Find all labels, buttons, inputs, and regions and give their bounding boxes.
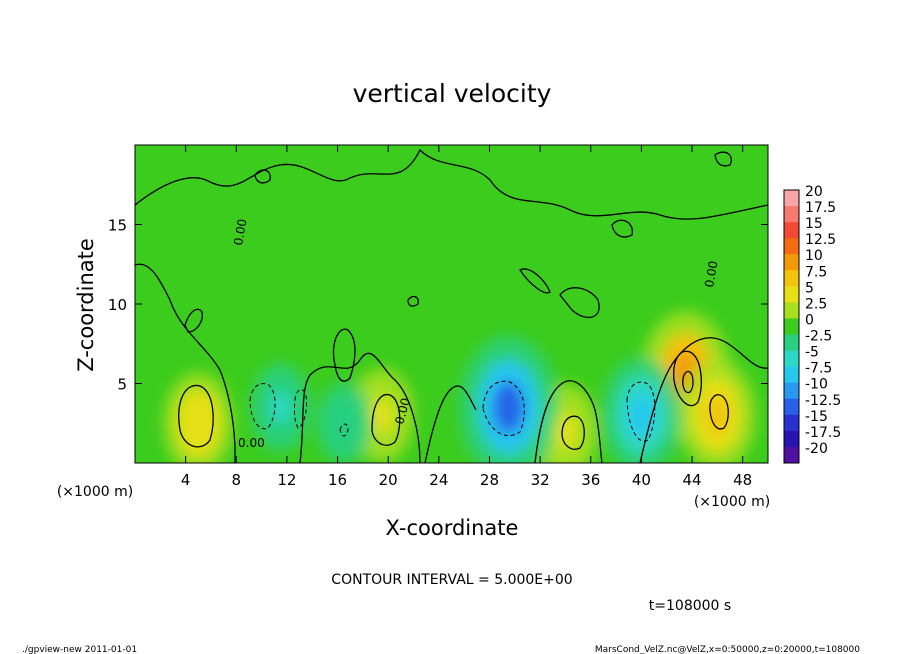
field-core xyxy=(555,413,576,449)
contour-label: 0.00 xyxy=(702,260,720,289)
colorbar-swatch xyxy=(784,366,799,384)
colorbar-swatch xyxy=(784,446,799,464)
footer-right: MarsCond_VelZ.nc@VelZ,x=0:50000,z=0:2000… xyxy=(595,645,860,654)
y-tick-label: 10 xyxy=(108,296,127,314)
colorbar-label: -10 xyxy=(805,377,828,393)
colorbar-label: 7.5 xyxy=(805,264,827,280)
field-core xyxy=(493,381,524,434)
footer-left: ./gpview-new 2011-01-01 xyxy=(22,645,137,654)
field-core xyxy=(705,394,730,436)
colorbar-label: 17.5 xyxy=(805,200,836,216)
contour-interval-text: CONTOUR INTERVAL = 5.000E+00 xyxy=(331,572,572,588)
colorbar-swatch xyxy=(784,350,799,368)
colorbar-swatch xyxy=(784,270,799,287)
contour-label: 0.00 xyxy=(392,396,412,425)
field-core xyxy=(371,397,392,433)
colorbar-label: -2.5 xyxy=(805,329,832,345)
x-tick-label: 12 xyxy=(277,471,296,489)
colorbar-swatch xyxy=(784,206,799,223)
colorbar-swatch xyxy=(784,414,799,432)
colorbar-swatch xyxy=(784,238,799,255)
colorbar: 2017.51512.5107.552.50-2.5-5-7.5-10-12.5… xyxy=(783,184,841,464)
colorbar-label: 20 xyxy=(805,184,823,200)
colorbar-swatch xyxy=(784,222,799,239)
field-core xyxy=(187,404,210,442)
contour-label: 0.00 xyxy=(231,218,249,247)
colorbar-swatch xyxy=(784,190,799,207)
y-tick-label: 5 xyxy=(117,376,127,394)
colorbar-label: -7.5 xyxy=(805,361,832,377)
colorbar-swatch xyxy=(784,286,799,303)
x-axis-label: X-coordinate xyxy=(386,516,519,540)
heatmap-field: 0.00 0.00 0.00 0.00 xyxy=(135,145,768,463)
field-core xyxy=(271,391,290,424)
colorbar-swatch xyxy=(784,318,799,336)
x-tick-label: 28 xyxy=(480,471,499,489)
field-core xyxy=(335,408,353,439)
x-tick-label: 40 xyxy=(632,471,651,489)
colorbar-label: -17.5 xyxy=(805,425,841,441)
colorbar-label: 15 xyxy=(805,216,823,232)
x-tick-label: 16 xyxy=(328,471,347,489)
colorbar-label: -15 xyxy=(805,409,828,425)
field-core xyxy=(628,394,654,437)
y-axis-label: Z-coordinate xyxy=(74,238,98,372)
colorbar-swatch xyxy=(784,254,799,271)
negative-contours xyxy=(249,380,656,442)
x-tick-label: 48 xyxy=(733,471,752,489)
x-tick-label: 36 xyxy=(581,471,600,489)
colorbar-swatch xyxy=(784,430,799,448)
colorbar-label: -5 xyxy=(805,345,819,361)
x-tick-label: 24 xyxy=(429,471,448,489)
colorbar-label: 2.5 xyxy=(805,296,827,312)
colorbar-label: 12.5 xyxy=(805,232,836,248)
colorbar-label: 5 xyxy=(805,280,814,296)
colorbar-swatch xyxy=(784,382,799,400)
contour-label: 0.00 xyxy=(238,436,265,450)
colorbar-swatch xyxy=(784,302,799,319)
contour-lines xyxy=(135,148,768,463)
x-tick-label: 8 xyxy=(232,471,242,489)
colorbar-swatch xyxy=(784,398,799,416)
y-tick-label: 15 xyxy=(108,217,127,235)
colorbar-label: -12.5 xyxy=(805,393,841,409)
x-tick-label: 44 xyxy=(682,471,701,489)
colorbar-label: 10 xyxy=(805,248,823,264)
colorbar-label: -20 xyxy=(805,441,828,457)
x-tick-label: 32 xyxy=(531,471,550,489)
x-tick-label: 4 xyxy=(181,471,191,489)
x-unit-right: (×1000 m) xyxy=(694,494,770,510)
time-label: t=108000 s xyxy=(649,598,731,614)
chart-title: vertical velocity xyxy=(353,79,552,108)
y-axis: 5 10 15 xyxy=(108,217,768,394)
colorbar-label: 0 xyxy=(805,312,814,328)
contour-labels: 0.00 0.00 0.00 0.00 xyxy=(231,218,720,450)
x-axis: 4 8 12 16 20 24 28 32 36 40 44 48 xyxy=(181,145,752,489)
x-unit-left: (×1000 m) xyxy=(57,484,133,500)
x-tick-label: 20 xyxy=(379,471,398,489)
colorbar-swatch xyxy=(784,334,799,352)
colorbar-frame xyxy=(783,189,800,464)
